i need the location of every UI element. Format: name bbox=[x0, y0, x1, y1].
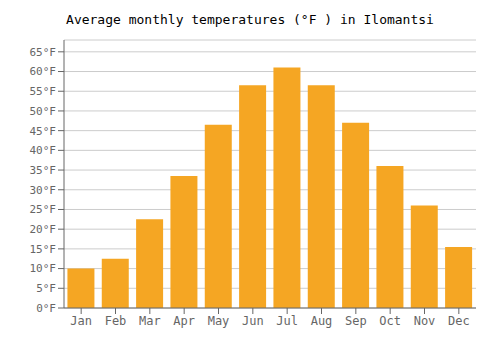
svg-text:50°F: 50°F bbox=[30, 105, 57, 118]
svg-text:Nov: Nov bbox=[414, 314, 436, 328]
html-text:Average monthly temperatures (: Average monthly temperatures (°F ) in Il… bbox=[66, 12, 434, 27]
svg-text:20°F: 20°F bbox=[30, 223, 57, 236]
svg-text:Aug: Aug bbox=[311, 314, 333, 328]
svg-text:40°F: 40°F bbox=[30, 144, 57, 157]
svg-text:5°F: 5°F bbox=[36, 282, 56, 295]
svg-text:Dec: Dec bbox=[448, 314, 470, 328]
svg-text:Mar: Mar bbox=[139, 314, 161, 328]
svg-text:15°F: 15°F bbox=[30, 243, 57, 256]
svg-text:Apr: Apr bbox=[173, 314, 195, 328]
svg-text:25°F: 25°F bbox=[30, 203, 57, 216]
svg-text:Feb: Feb bbox=[105, 314, 127, 328]
svg-text:Jul: Jul bbox=[276, 314, 298, 328]
svg-text:45°F: 45°F bbox=[30, 125, 57, 138]
svg-text:0°F: 0°F bbox=[36, 302, 56, 315]
svg-text:Jun: Jun bbox=[242, 314, 264, 328]
svg-text:65°F: 65°F bbox=[30, 46, 57, 59]
svg-text:10°F: 10°F bbox=[30, 262, 57, 275]
svg-text:Oct: Oct bbox=[379, 314, 401, 328]
svg-text:60°F: 60°F bbox=[30, 65, 57, 78]
svg-text:May: May bbox=[208, 314, 230, 328]
svg-text:Sep: Sep bbox=[345, 314, 367, 328]
svg-text:Jan: Jan bbox=[70, 314, 92, 328]
svg-text:35°F: 35°F bbox=[30, 164, 57, 177]
svg-text:30°F: 30°F bbox=[30, 184, 57, 197]
svg-text:55°F: 55°F bbox=[30, 85, 57, 98]
